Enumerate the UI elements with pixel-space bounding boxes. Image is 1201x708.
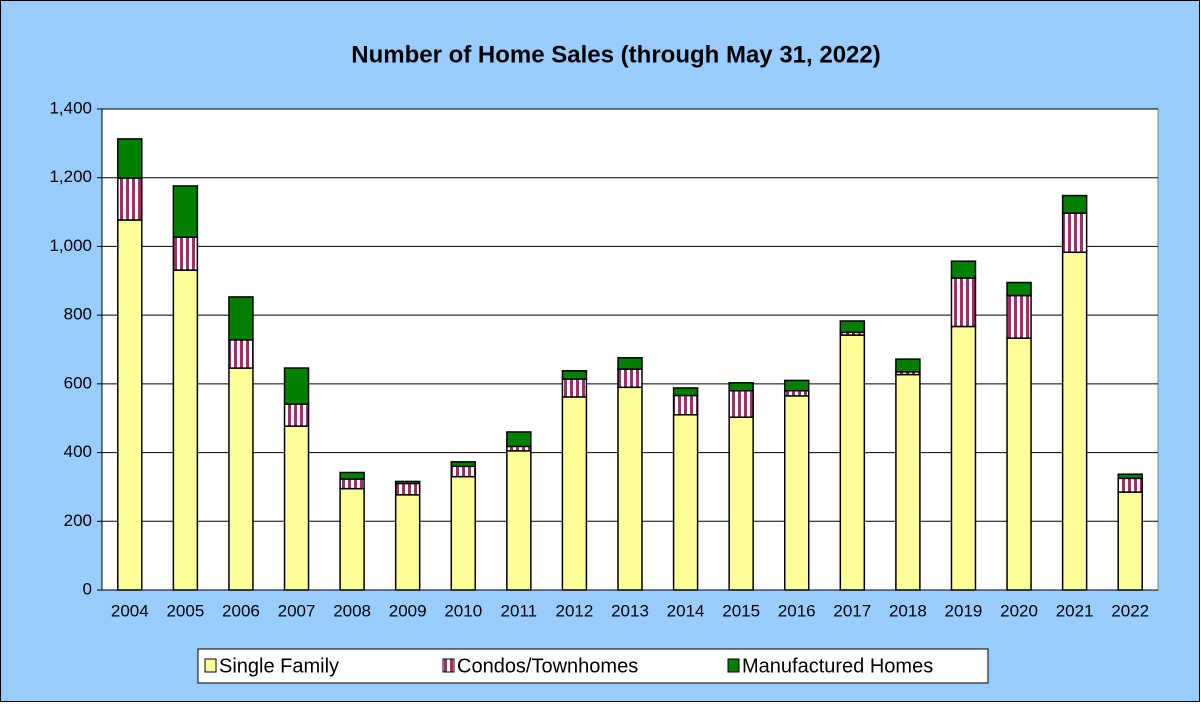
bar-segment — [728, 389, 754, 418]
bar-segment — [561, 378, 588, 398]
bar-segment — [339, 478, 365, 490]
x-tick-label: 2018 — [889, 601, 927, 620]
bar-segment — [728, 416, 754, 591]
bar-segment — [1006, 337, 1032, 591]
y-tick-label: 1,200 — [49, 167, 92, 186]
bar-segment — [617, 356, 643, 370]
bar-segment — [1117, 473, 1143, 480]
x-tick-label: 2005 — [166, 601, 204, 620]
bar-segment — [450, 475, 477, 591]
x-tick-label: 2015 — [722, 601, 760, 620]
chart-title: Number of Home Sales (through May 31, 20… — [351, 41, 880, 68]
bar-segment — [728, 382, 754, 392]
bar-segment — [950, 277, 977, 328]
bar-segment — [283, 403, 310, 427]
x-tick-label: 2019 — [945, 601, 983, 620]
bar-segment — [672, 414, 699, 591]
bar-segment — [561, 370, 588, 380]
bar-segment — [672, 394, 699, 416]
y-tick-label: 1,000 — [49, 236, 92, 255]
bar-segment — [117, 138, 143, 179]
bar-segment — [1061, 251, 1088, 591]
legend-swatch — [442, 658, 455, 673]
bar-segment — [172, 236, 199, 271]
bar-segment — [394, 482, 421, 496]
bar-segment — [839, 334, 866, 591]
y-tick-label: 0 — [83, 579, 92, 598]
bar-segment — [228, 367, 254, 591]
bar-segment — [783, 379, 810, 392]
x-tick-label: 2012 — [556, 601, 594, 620]
x-tick-label: 2014 — [667, 601, 705, 620]
x-tick-label: 2010 — [444, 601, 482, 620]
y-tick-label: 800 — [64, 305, 92, 324]
x-tick-label: 2004 — [111, 601, 149, 620]
bar-segment — [1061, 194, 1088, 214]
y-tick-label: 200 — [64, 511, 92, 530]
bar-segment — [1117, 491, 1143, 591]
bar-segment — [1117, 477, 1143, 493]
bar-segment — [117, 219, 143, 591]
bar-segment — [450, 465, 477, 478]
legend-swatch — [727, 658, 740, 673]
legend-label: Condos/Townhomes — [457, 655, 638, 677]
bar-segment — [339, 471, 365, 480]
x-tick-label: 2022 — [1111, 601, 1149, 620]
bar-segment — [950, 325, 977, 591]
y-tick-label: 1,400 — [49, 98, 92, 117]
x-tick-label: 2021 — [1056, 601, 1094, 620]
x-tick-label: 2006 — [222, 601, 260, 620]
legend-swatch — [204, 658, 217, 673]
bar-segment — [394, 494, 421, 591]
bar-segment — [394, 480, 421, 485]
bar-segment — [339, 487, 365, 591]
bar-segment — [895, 373, 921, 591]
bar-segment — [506, 450, 532, 591]
bar-segment — [617, 368, 643, 389]
bar-segment — [506, 431, 532, 448]
bar-segment — [172, 269, 199, 591]
bar-segment — [283, 367, 310, 405]
x-tick-label: 2009 — [389, 601, 427, 620]
bar-segment — [1006, 281, 1032, 297]
x-tick-label: 2008 — [333, 601, 371, 620]
bar-segment — [895, 358, 921, 373]
bar-segment — [783, 395, 810, 591]
bar-segment — [839, 320, 866, 334]
bar-segment — [950, 260, 977, 279]
x-tick-label: 2007 — [278, 601, 316, 620]
x-tick-label: 2017 — [833, 601, 871, 620]
y-tick-label: 400 — [64, 442, 92, 461]
bar-segment — [783, 389, 810, 397]
x-tick-label: 2020 — [1000, 601, 1038, 620]
x-tick-label: 2013 — [611, 601, 649, 620]
bar-segment — [228, 296, 254, 341]
legend-label: Manufactured Homes — [742, 655, 933, 677]
bar-segment — [617, 386, 643, 591]
x-tick-label: 2016 — [778, 601, 816, 620]
bar-segment — [172, 185, 199, 238]
x-tick-label: 2011 — [501, 601, 538, 620]
y-tick-label: 600 — [64, 373, 92, 392]
bar-segment — [1006, 294, 1032, 339]
legend-label: Single Family — [219, 655, 339, 677]
bar-segment — [1061, 212, 1088, 254]
bar-segment — [117, 177, 143, 221]
bar-segment — [672, 387, 699, 397]
bar-segment — [561, 396, 588, 591]
legend — [197, 648, 989, 684]
bar-segment — [283, 425, 310, 591]
bar-segment — [228, 339, 254, 369]
bar-segment — [450, 461, 477, 468]
